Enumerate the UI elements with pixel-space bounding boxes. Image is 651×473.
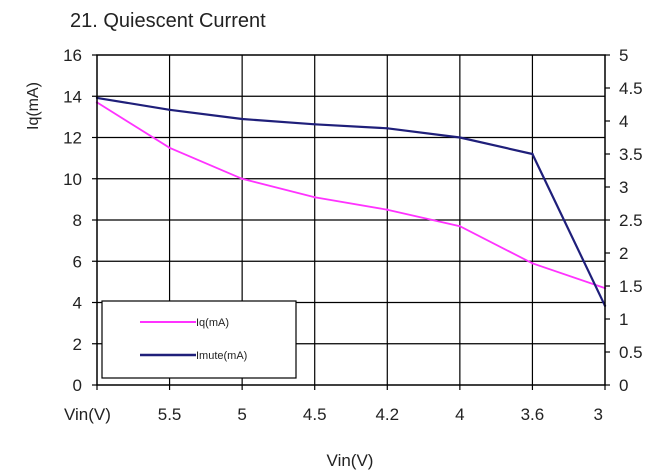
right-axis-ticks: 0 0.5 1 1.5 2 2.5 3 3.5 4 4.5 5	[605, 46, 643, 395]
x-axis-label: Vin(V)	[327, 451, 374, 470]
left-tick-label: 6	[73, 252, 82, 271]
x-tick-label: 5.5	[158, 405, 182, 424]
right-tick-label: 4	[619, 112, 628, 131]
legend-label-imute: Imute(mA)	[196, 350, 247, 362]
right-tick-label: 2.5	[619, 211, 643, 230]
data-point-iq	[240, 177, 244, 180]
x-tick-label: 4.5	[303, 405, 327, 424]
data-point-iq	[458, 224, 462, 228]
legend: Iq(mA) Imute(mA)	[101, 300, 297, 379]
x-axis-ticks: Vin(V) 5.5 5 4.5 4.2 4 3.6 3	[64, 385, 606, 424]
x-tick-label: 3	[594, 405, 603, 424]
x-tick-label: Vin(V)	[64, 405, 111, 424]
data-point-imute	[313, 123, 316, 126]
left-axis-ticks: 0 2 4 6 8 10 12 14 16	[63, 46, 97, 395]
right-tick-label: 3.5	[619, 145, 643, 164]
right-tick-label: 0	[619, 376, 628, 395]
data-point-imute	[168, 108, 171, 111]
x-tick-label: 3.6	[521, 405, 545, 424]
grid	[97, 55, 605, 385]
left-tick-label: 12	[63, 129, 82, 148]
data-point-imute	[531, 152, 534, 156]
y-axis-label: Iq(mA)	[25, 82, 42, 130]
data-point-iq	[386, 208, 389, 211]
legend-label-iq: Iq(mA)	[196, 317, 229, 329]
series-line-imute	[96, 96, 606, 307]
x-tick-label: 4	[455, 405, 464, 424]
left-tick-label: 8	[73, 211, 82, 230]
data-point-imute	[240, 117, 244, 121]
right-tick-label: 1	[619, 310, 628, 329]
right-tick-label: 2	[619, 244, 628, 263]
chart-title: 21. Quiescent Current	[70, 10, 266, 32]
data-point-iq	[168, 146, 171, 150]
right-tick-label: 4.5	[619, 79, 643, 98]
series-line-iq	[96, 101, 606, 289]
data-point-imute	[458, 136, 462, 139]
plot-frame	[96, 54, 606, 386]
left-tick-label: 10	[63, 170, 82, 189]
left-tick-label: 4	[73, 294, 82, 313]
right-tick-label: 5	[619, 46, 628, 65]
data-point-iq	[313, 196, 316, 199]
left-tick-label: 14	[63, 87, 82, 106]
data-point-iq	[531, 262, 534, 265]
left-tick-label: 0	[73, 376, 82, 395]
data-point-imute	[386, 127, 389, 130]
legend-box	[101, 300, 297, 379]
right-tick-label: 0.5	[619, 343, 643, 362]
right-tick-label: 1.5	[619, 277, 643, 296]
x-tick-label: 4.2	[375, 405, 399, 424]
series-lines	[95, 96, 607, 307]
left-tick-label: 16	[63, 46, 82, 65]
left-tick-label: 2	[73, 335, 82, 354]
x-tick-label: 5	[237, 405, 246, 424]
right-tick-label: 3	[619, 178, 628, 197]
